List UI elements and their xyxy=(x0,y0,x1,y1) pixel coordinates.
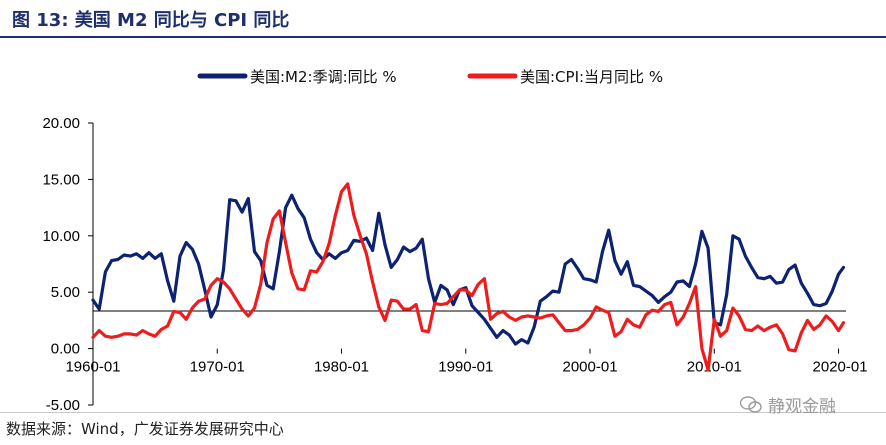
y-tick-label: 15.00 xyxy=(42,171,80,188)
y-tick-label: -5.00 xyxy=(46,397,80,412)
y-tick-label: 20.00 xyxy=(42,115,80,132)
x-tick-label: 1970-01 xyxy=(190,359,245,376)
line-chart: 美国:M2:季调:同比 % 美国:CPI:当月同比 % 20.00 15.00 10… xyxy=(42,68,868,412)
x-tick-label: 1960-01 xyxy=(65,359,120,376)
series-line-m2 xyxy=(91,193,846,346)
bottom-rule xyxy=(0,412,886,413)
y-ticks: 20.00 15.00 10.00 5.00 0.00 -5.00 xyxy=(42,115,93,412)
x-tick-label: 1980-01 xyxy=(314,359,369,376)
wechat-icon xyxy=(739,395,762,414)
x-tick-label: 2010-01 xyxy=(687,359,742,376)
legend-label-m2: 美国:M2:季调:同比 % xyxy=(250,68,397,86)
y-tick-label: 0.00 xyxy=(51,341,80,358)
title-rule xyxy=(0,36,886,38)
legend-label-cpi: 美国:CPI:当月同比 % xyxy=(520,68,663,86)
x-tick-label: 2000-01 xyxy=(562,359,617,376)
watermark-text: 静观金融 xyxy=(768,397,836,417)
x-ticks: 1960-01 1970-01 1980-01 1990-01 2000-01 2010-… xyxy=(65,348,868,376)
figure-title: 图 13: 美国 M2 同比与 CPI 同比 xyxy=(12,10,290,31)
legend: 美国:M2:季调:同比 % 美国:CPI:当月同比 % xyxy=(197,68,663,86)
series-line-cpi xyxy=(91,182,846,372)
y-tick-label: 10.00 xyxy=(42,228,80,245)
y-tick-label: 5.00 xyxy=(51,284,80,301)
x-tick-label: 2020-01 xyxy=(813,359,868,376)
data-source-note: 数据来源：Wind，广发证券发展研究中心 xyxy=(6,420,284,438)
legend-item-cpi[interactable]: 美国:CPI:当月同比 % xyxy=(467,68,663,86)
x-tick-label: 1990-01 xyxy=(438,359,493,376)
legend-item-m2[interactable]: 美国:M2:季调:同比 % xyxy=(197,68,397,86)
watermark: 静观金融 xyxy=(739,392,836,417)
